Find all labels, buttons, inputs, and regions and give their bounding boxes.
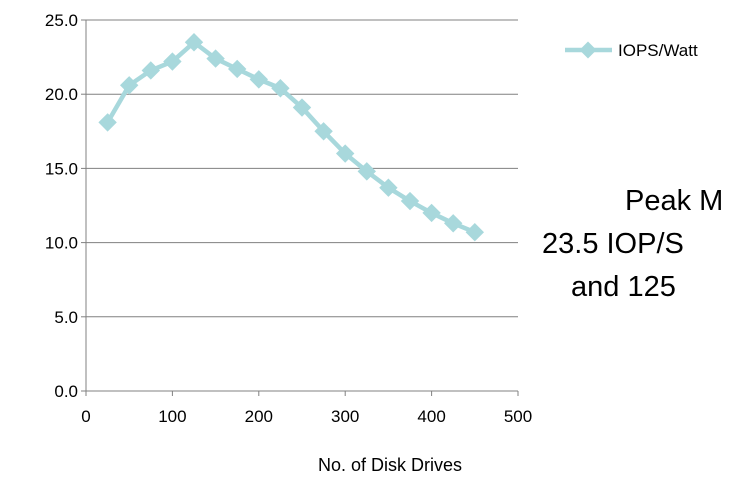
legend-label: IOPS/Watt (618, 41, 698, 60)
x-tick-labels: 0 100 200 300 400 500 (81, 407, 532, 426)
x-tick-label: 500 (504, 407, 532, 426)
data-point (335, 144, 355, 163)
annotation-note: Peak M 23.5 IOP/S and 125 (542, 185, 723, 303)
x-axis-title: No. of Disk Drives (318, 455, 462, 475)
y-tick-labels: 0.0 5.0 10.0 15.0 20.0 25.0 (45, 11, 78, 401)
data-point (227, 59, 247, 79)
y-tick-label: 10.0 (45, 234, 78, 253)
y-tick-label: 15.0 (45, 159, 78, 178)
x-tick-label: 0 (81, 407, 90, 426)
data-point (357, 162, 377, 181)
y-tick-label: 0.0 (54, 382, 78, 401)
legend: IOPS/Watt (565, 41, 698, 60)
data-point (206, 49, 225, 68)
data-point (292, 98, 312, 117)
data-point (163, 52, 182, 71)
data-point (271, 79, 290, 98)
data-point (443, 214, 463, 233)
data-point (400, 191, 420, 211)
x-tick-label: 200 (245, 407, 273, 426)
y-tick-label: 20.0 (45, 85, 78, 104)
y-tick-label: 25.0 (45, 11, 78, 30)
data-point (314, 122, 333, 141)
y-tick-label: 5.0 (54, 308, 78, 327)
data-point (422, 203, 441, 223)
annotation-line-2: 23.5 IOP/S (542, 228, 684, 260)
grid-lines (86, 19, 518, 318)
axes (81, 19, 519, 396)
data-point (184, 33, 204, 52)
x-tick-label: 100 (158, 407, 186, 426)
legend-marker-swatch (579, 41, 597, 59)
series-iops-per-watt (98, 33, 485, 242)
annotation-line-1: Peak M (625, 185, 723, 217)
x-tick-label: 400 (417, 407, 445, 426)
x-tick-label: 300 (331, 407, 359, 426)
data-point (98, 113, 117, 132)
data-point (379, 178, 398, 197)
data-point (141, 61, 161, 80)
series-line (105, 40, 476, 235)
data-point (249, 70, 269, 89)
data-point (119, 76, 139, 95)
data-point (465, 223, 485, 242)
annotation-line-3: and 125 (571, 271, 676, 303)
